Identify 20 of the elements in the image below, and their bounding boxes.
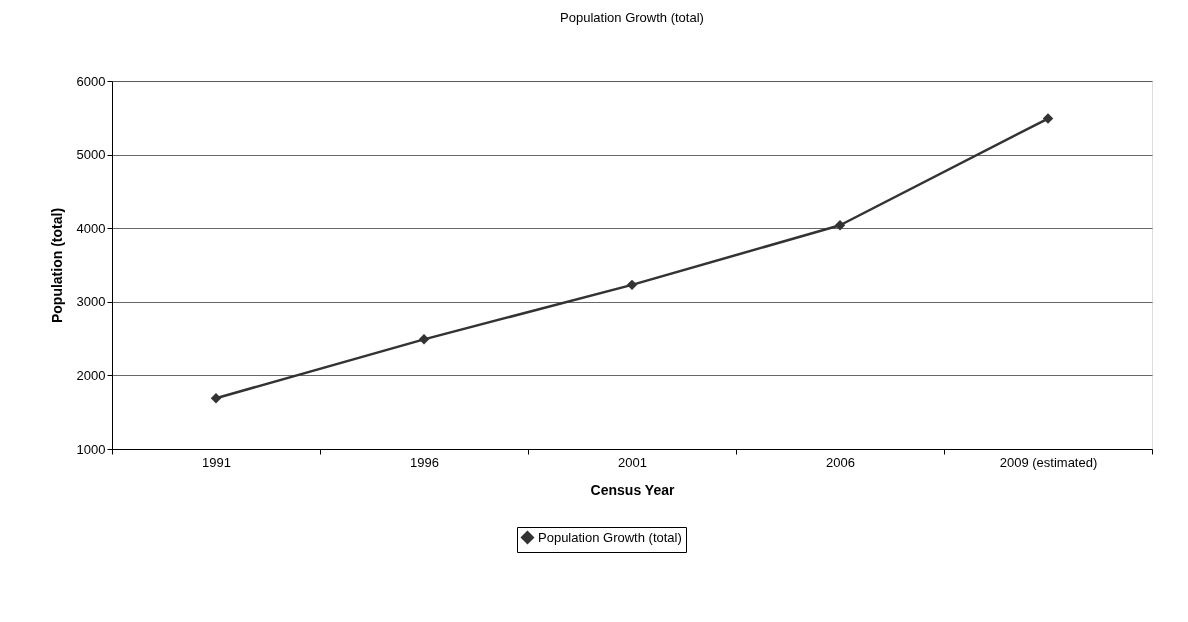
x-tick-label: 1991 xyxy=(202,454,231,470)
point xyxy=(418,334,430,345)
y-tick-label: 2000 xyxy=(76,367,106,383)
point xyxy=(1042,113,1054,124)
point xyxy=(626,279,638,291)
x-tick-label: 2001 xyxy=(618,454,647,470)
point xyxy=(834,220,846,231)
y-tick-label: 3000 xyxy=(76,294,106,310)
y-axis-title: Population (total) xyxy=(48,207,65,324)
legend-label: Population Growth (total) xyxy=(538,529,682,545)
x-axis-title: Census Year xyxy=(590,481,675,498)
point xyxy=(210,392,222,404)
x-tick-label: 2009 (estimated) xyxy=(999,454,1098,470)
chart-title: Population Growth (total) xyxy=(560,10,704,25)
y-tick-label: 1000 xyxy=(76,441,106,457)
y-tick-label: 4000 xyxy=(76,220,106,236)
y-tick-label: 5000 xyxy=(76,147,106,163)
x-tick-label: 2006 xyxy=(826,454,855,470)
y-tick-label: 6000 xyxy=(76,73,106,89)
x-tick-label: 1996 xyxy=(410,454,439,470)
